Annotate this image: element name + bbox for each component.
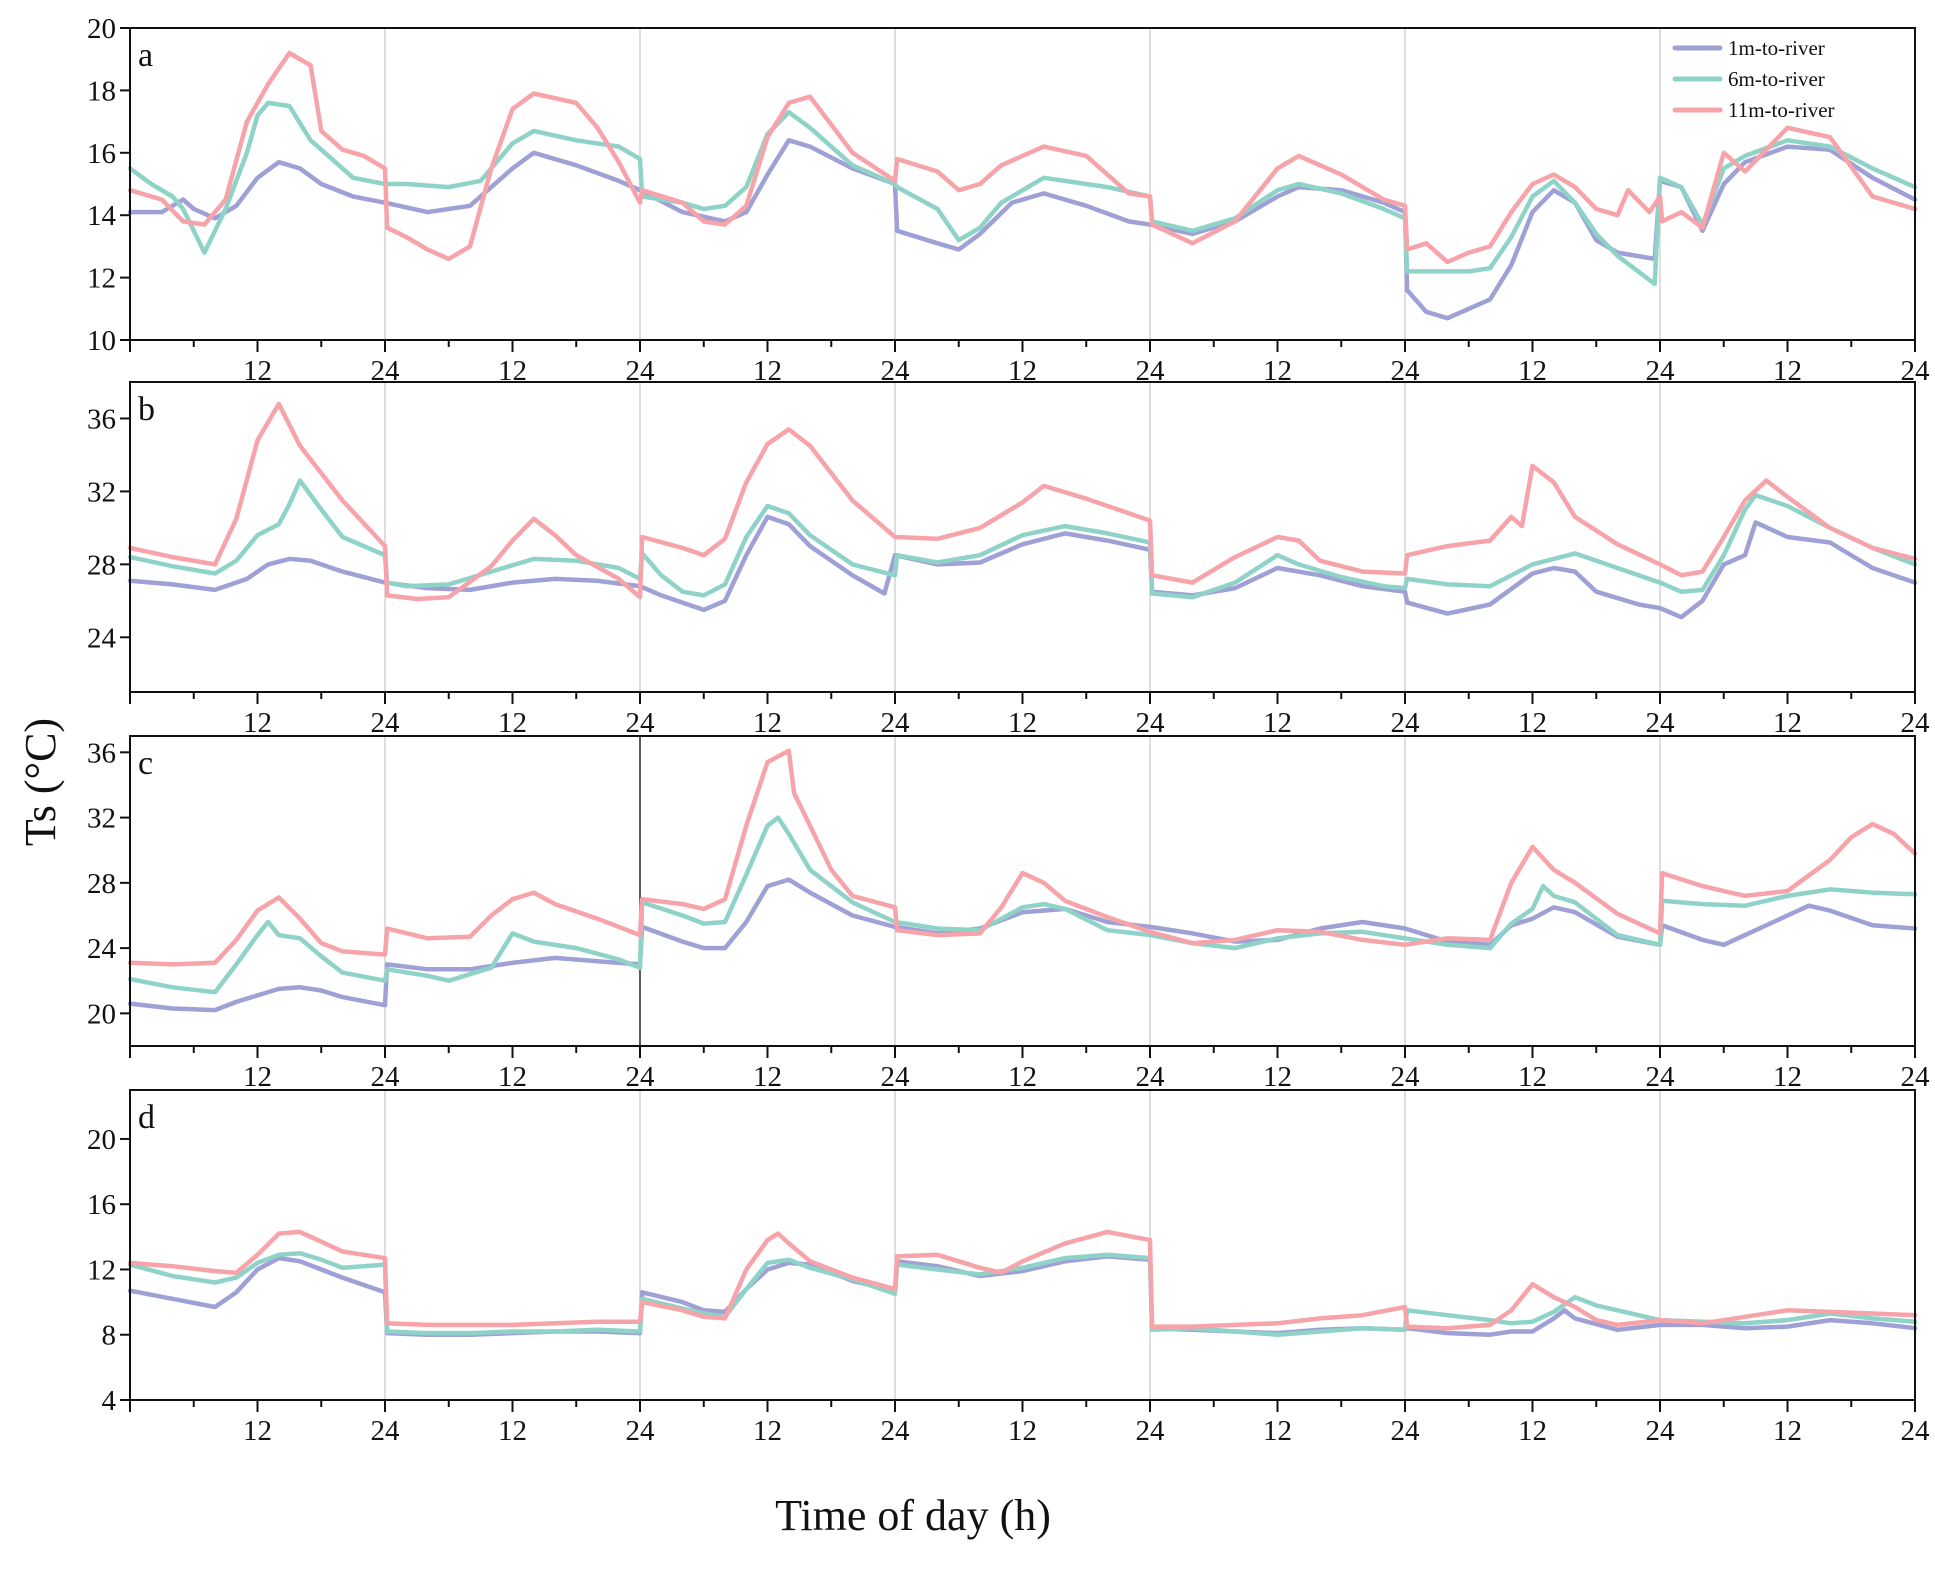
panel-b: 24 28 32 36 b 12 24 12 24 12 24 12 24 12 24 12 24 12 24 [87,381,1931,739]
x-tick-label: 24 [1646,707,1676,739]
x-tick-label: 24 [626,1061,656,1093]
x-tick-label: 12 [753,1415,782,1447]
y-tick-label: 8 [102,1320,117,1352]
series-line-11m-to-river-d [127,1229,1918,1331]
x-tick-label: 12 [1773,1061,1802,1093]
y-tick-label: 18 [87,75,116,107]
x-tick-label: 12 [1263,1415,1292,1447]
x-tick-label: 12 [1773,707,1802,739]
x-tick-label: 12 [1008,1061,1037,1093]
x-tick-label: 24 [881,707,911,739]
series-line-11m-to-river-b [127,401,1918,602]
panel-letter: d [138,1099,155,1136]
x-tick-label: 12 [498,1061,527,1093]
x-tick-label: 12 [1518,1061,1547,1093]
x-tick-label: 12 [1263,707,1292,739]
x-tick-label: 24 [1901,1061,1931,1093]
panel-c: 20 24 28 32 36 c 12 24 12 24 12 24 12 24 12 24 12 24 12 24 [87,735,1931,1093]
x-tick-label: 12 [243,707,272,739]
x-tick-label: 24 [881,1061,911,1093]
x-tick-label: 24 [371,1415,401,1447]
x-tick-label: 24 [1391,707,1421,739]
x-tick-label: 24 [1646,1415,1676,1447]
x-tick-label: 24 [1136,1061,1166,1093]
x-tick-label: 24 [626,707,656,739]
x-tick-label: 12 [1263,1061,1292,1093]
y-tick-label: 36 [87,737,116,769]
y-tick-label: 32 [87,803,116,835]
series-line-1m-to-river-b [127,514,1918,620]
x-tick-label: 24 [371,1061,401,1093]
x-tick-label: 24 [881,1415,911,1447]
series-line-11m-to-river-c [127,748,1918,967]
y-tick-label: 4 [102,1385,117,1417]
y-tick-label: 28 [87,549,116,581]
panel-letter: b [138,391,155,428]
y-tick-label: 20 [87,998,116,1030]
x-tick-label: 12 [243,1061,272,1093]
x-tick-label: 12 [1518,1415,1547,1447]
y-tick-label: 20 [87,1124,116,1156]
legend: 1m-to-river 6m-to-river 11m-to-river [1672,36,1835,122]
x-tick-label: 12 [1518,707,1547,739]
x-tick-label: 12 [498,1415,527,1447]
x-axis-title: Time of day (h) [775,1491,1051,1540]
x-tick-label: 24 [1646,1061,1676,1093]
x-tick-label: 12 [243,1415,272,1447]
y-tick-label: 12 [87,263,116,295]
x-tick-label: 12 [498,707,527,739]
x-tick-label: 24 [1901,707,1931,739]
x-tick-label: 24 [1391,1061,1421,1093]
y-tick-label: 10 [87,325,116,357]
series-line-6m-to-river-a [127,100,1918,287]
x-tick-label: 24 [1136,707,1166,739]
panel-letter: c [138,745,153,782]
x-tick-label: 24 [1391,1415,1421,1447]
y-tick-label: 24 [87,933,117,965]
y-tick-label: 14 [87,200,117,232]
x-tick-label: 24 [626,1415,656,1447]
x-tick-label: 12 [753,707,782,739]
y-tick-label: 12 [87,1254,116,1286]
series-line-6m-to-river-c [127,815,1918,995]
y-tick-label: 16 [87,1189,116,1221]
x-tick-label: 24 [1901,1415,1931,1447]
legend-label-11m-to-river: 11m-to-river [1728,98,1835,122]
x-tick-label: 12 [1773,1415,1802,1447]
x-tick-label: 24 [371,707,401,739]
series-line-11m-to-river-a [127,50,1918,265]
y-axis-title: Ts (°C) [16,718,65,846]
y-tick-label: 24 [87,622,117,654]
x-tick-label: 12 [1008,1415,1037,1447]
legend-label-1m-to-river: 1m-to-river [1728,36,1825,60]
y-tick-label: 32 [87,476,116,508]
panel-letter: a [138,37,153,74]
y-tick-label: 16 [87,138,116,170]
legend-label-6m-to-river: 6m-to-river [1728,67,1825,91]
x-tick-label: 12 [753,1061,782,1093]
y-tick-label: 20 [87,13,116,45]
y-tick-label: 36 [87,403,116,435]
x-tick-label: 12 [1008,707,1037,739]
panel-d: 4 8 12 16 20 d 12 24 12 24 12 24 12 24 12 24 12 24 12 24 [87,1089,1931,1447]
y-tick-label: 28 [87,868,116,900]
x-tick-label: 24 [1136,1415,1166,1447]
